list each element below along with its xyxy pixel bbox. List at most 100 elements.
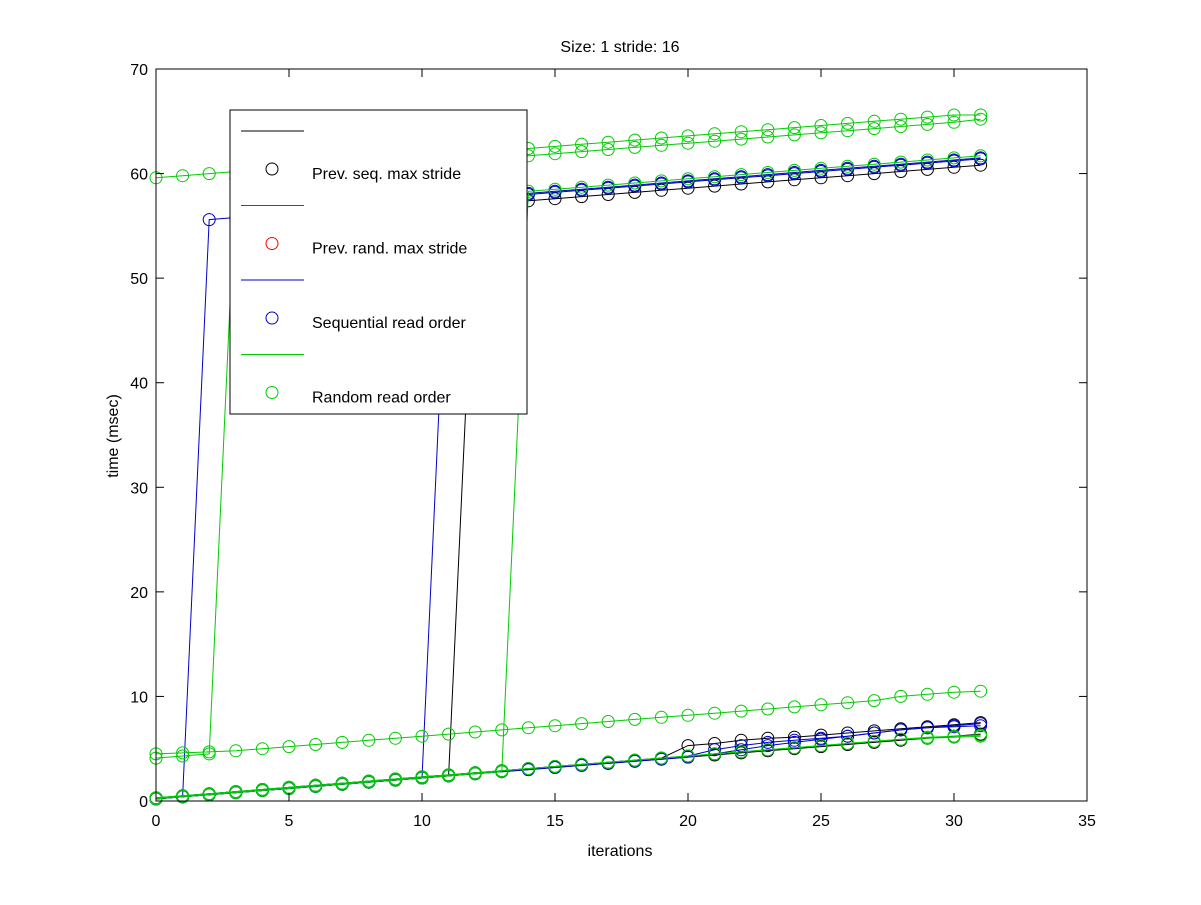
data-point [814,119,828,132]
y-tick-label: 20 [130,585,148,602]
data-point [176,749,190,763]
data-point [309,738,323,751]
legend-marker-swatch [265,237,279,250]
data-point [282,740,296,754]
data-point [867,726,881,740]
x-tick-label: 0 [152,813,161,830]
data-point [894,723,908,737]
data-point [255,783,269,796]
data-point [335,735,349,749]
legend-marker-swatch [265,311,279,325]
data-point [814,161,828,175]
data-point [974,112,988,126]
data-point [202,167,216,181]
data-point [388,772,402,786]
data-point [867,694,881,708]
data-point [654,131,668,145]
data-point [548,139,562,153]
data-point [708,170,722,184]
data-point [787,128,801,142]
data-point [575,180,589,194]
data-point [974,108,988,122]
data-point [787,741,801,755]
data-point [654,710,668,724]
x-tick-label: 5 [285,813,294,830]
data-point [575,717,589,731]
y-tick-label: 0 [139,794,148,811]
legend: Prev. seq. max stride Prev. rand. max str… [229,109,528,415]
data-point [734,168,748,182]
y-tick-label: 60 [130,167,148,184]
data-point [202,747,216,761]
chart-title: Size: 1 stride: 16 [560,39,679,56]
data-point [787,163,801,177]
y-tick-label: 40 [130,376,148,393]
data-point [255,742,269,756]
axes: 0 5 10 15 20 25 30 35 0 10 20 30 40 50 60 70 [130,62,1096,830]
data-point [681,129,695,143]
data-point [575,137,589,151]
data-point [654,174,668,188]
x-tick-label: 20 [679,813,697,830]
data-point [495,764,509,778]
data-point [947,108,961,122]
y-tick-label: 30 [130,480,148,497]
data-point [628,712,642,726]
x-tick-label: 10 [413,813,431,830]
data-point [654,138,668,152]
data-point [708,747,722,761]
data-point [601,178,615,192]
data-point [415,729,429,743]
data-point [628,753,642,767]
data-point [362,774,376,788]
legend-entry-label: Prev. seq. max stride [312,166,461,183]
x-tick-label: 15 [546,813,564,830]
data-point [681,136,695,150]
data-point [734,125,748,139]
data-point [708,134,722,148]
data-point [920,687,934,701]
data-point [761,743,775,757]
data-point [787,735,801,749]
data-point [841,726,855,740]
data-point [974,149,988,163]
data-point [734,704,748,718]
data-point [229,785,243,799]
data-point [708,706,722,720]
data-point [894,120,908,133]
plot-frame [155,68,1088,802]
data-point [761,735,775,749]
data-point [734,745,748,759]
legend-box [229,109,528,415]
data-point [841,729,855,743]
data-point [761,130,775,144]
data-point [814,728,828,742]
data-point [309,778,323,792]
data-point [894,112,908,126]
y-tick-label: 50 [130,271,148,288]
data-point [867,114,881,128]
data-point [548,719,562,733]
series-line-11 [155,155,981,800]
data-point [920,153,934,167]
data-point [681,172,695,186]
data-point [947,115,961,129]
data-point [601,143,615,156]
data-point [974,684,988,698]
data-point [814,126,828,140]
y-axis-label: time (msec) [105,394,122,478]
data-point [841,737,855,750]
data-point [202,787,216,801]
data-point [202,213,216,227]
data-point [628,133,642,147]
data-point [628,176,642,190]
data-point [761,123,775,137]
series-line-7 [155,690,981,755]
data-point [920,721,934,735]
x-tick-label: 25 [812,813,830,830]
legend-marker-swatch [265,386,279,399]
data-point [920,731,934,745]
